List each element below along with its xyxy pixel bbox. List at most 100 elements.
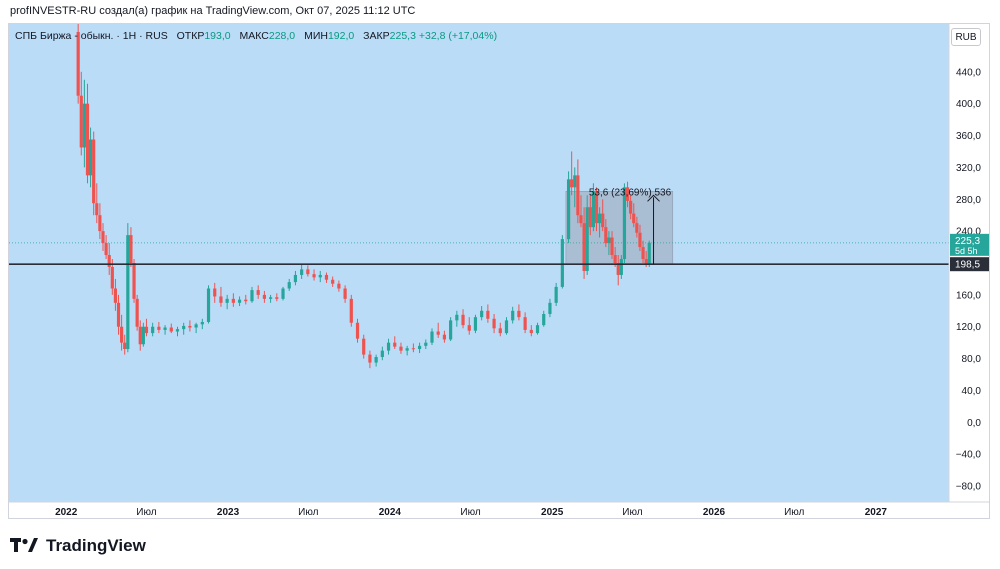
- candle-body: [331, 279, 335, 284]
- candle: [635, 216, 639, 238]
- candle-body: [275, 297, 279, 299]
- candle: [604, 219, 608, 248]
- candle: [129, 227, 133, 267]
- candle: [632, 203, 636, 228]
- candle: [374, 354, 378, 367]
- chart-attribution: profINVESTR-RU создал(а) график на Tradi…: [10, 5, 416, 17]
- candle: [498, 322, 502, 337]
- candle-body: [281, 288, 285, 299]
- candle-body: [182, 325, 186, 330]
- candle-body: [300, 269, 304, 275]
- candle: [641, 240, 645, 263]
- candle-body: [374, 357, 378, 363]
- candle-body: [616, 263, 620, 275]
- x-tick-label: 2024: [379, 507, 402, 518]
- candle-body: [250, 290, 254, 302]
- y-tick-label: 160,0: [956, 290, 981, 301]
- candle: [213, 282, 217, 303]
- candle: [467, 317, 471, 335]
- candle: [82, 79, 86, 168]
- candle-body: [104, 243, 108, 256]
- candle: [188, 320, 192, 332]
- candle-body: [588, 207, 592, 228]
- tradingview-logo: TradingView: [10, 536, 146, 556]
- candle: [113, 278, 118, 311]
- candle-body: [237, 299, 242, 303]
- candle: [529, 325, 533, 337]
- candle-body: [449, 320, 453, 340]
- candle-body: [399, 346, 403, 351]
- candle-body: [256, 290, 260, 295]
- candle-body: [355, 322, 360, 339]
- candle: [200, 318, 204, 330]
- candle: [430, 328, 434, 346]
- change-value: +32,8 (+17,04%): [418, 30, 498, 42]
- candle: [169, 323, 173, 334]
- candle-body: [535, 325, 540, 334]
- candle: [88, 127, 93, 188]
- currency-button[interactable]: RUB: [951, 28, 981, 46]
- x-axis[interactable]: 2022 Июл 2023 Июл 2024 Июл 2025 Июл 2026 Июл 2027: [9, 501, 990, 519]
- candle: [455, 310, 459, 327]
- low-label: МИН: [304, 30, 328, 42]
- candle-body: [82, 103, 86, 148]
- candle-body: [424, 342, 428, 346]
- candle: [523, 312, 527, 334]
- candle-body: [98, 215, 102, 232]
- open-label: ОТКР: [176, 30, 205, 42]
- candle: [157, 321, 161, 334]
- price-range-box[interactable]: [565, 191, 674, 265]
- candle: [554, 282, 558, 307]
- candle: [436, 322, 440, 338]
- candle-body: [225, 298, 229, 303]
- candle: [535, 322, 540, 335]
- candle: [594, 187, 599, 232]
- candle-body: [92, 139, 96, 204]
- candle-body: [213, 288, 217, 297]
- low-value: 192,0: [327, 30, 355, 42]
- candle: [281, 286, 285, 301]
- candle: [573, 167, 577, 208]
- y-tick-label: 280,0: [956, 195, 981, 206]
- candle: [79, 71, 83, 156]
- candle-body: [200, 321, 204, 325]
- candle-body: [498, 328, 502, 334]
- candle-body: [542, 313, 546, 326]
- candlestick-chart[interactable]: 53,6 (23,69%) 536 480,0440,0400,0360,032…: [9, 24, 990, 519]
- candle: [576, 159, 580, 224]
- x-tick-label: 2025: [541, 507, 564, 518]
- x-tick-label: Июл: [784, 507, 804, 518]
- candle-body: [144, 326, 149, 334]
- candle-body: [85, 103, 90, 176]
- candle-body: [480, 310, 484, 318]
- symbol-name: СПБ Биржа - обыкн. · 1Н · RUS: [15, 30, 168, 42]
- candle-body: [380, 350, 384, 358]
- candle: [349, 294, 353, 327]
- tradingview-brand: TradingView: [46, 536, 146, 555]
- time-scale[interactable]: [9, 502, 990, 519]
- candle: [343, 285, 347, 303]
- candle: [601, 199, 605, 232]
- candle: [638, 224, 642, 252]
- candle-body: [194, 324, 198, 328]
- candle: [337, 280, 341, 292]
- candle: [504, 317, 509, 335]
- candle: [405, 345, 409, 356]
- candle: [98, 203, 102, 240]
- candle: [269, 294, 273, 303]
- candle: [135, 294, 139, 331]
- candle: [175, 326, 180, 337]
- candle-body: [405, 348, 409, 351]
- candle: [355, 318, 360, 343]
- candle: [123, 334, 127, 355]
- candle-body: [362, 338, 366, 355]
- y-axis[interactable]: 480,0440,0400,0360,0320,0280,0240,0160,0…: [948, 24, 990, 519]
- candle-body: [138, 326, 142, 345]
- chart-frame[interactable]: 53,6 (23,69%) 536 480,0440,0400,0360,032…: [8, 23, 990, 519]
- candle: [566, 171, 571, 244]
- candle: [237, 296, 242, 307]
- candle: [386, 338, 391, 355]
- candle: [225, 294, 229, 310]
- candle: [331, 276, 335, 287]
- candle-body: [523, 317, 527, 330]
